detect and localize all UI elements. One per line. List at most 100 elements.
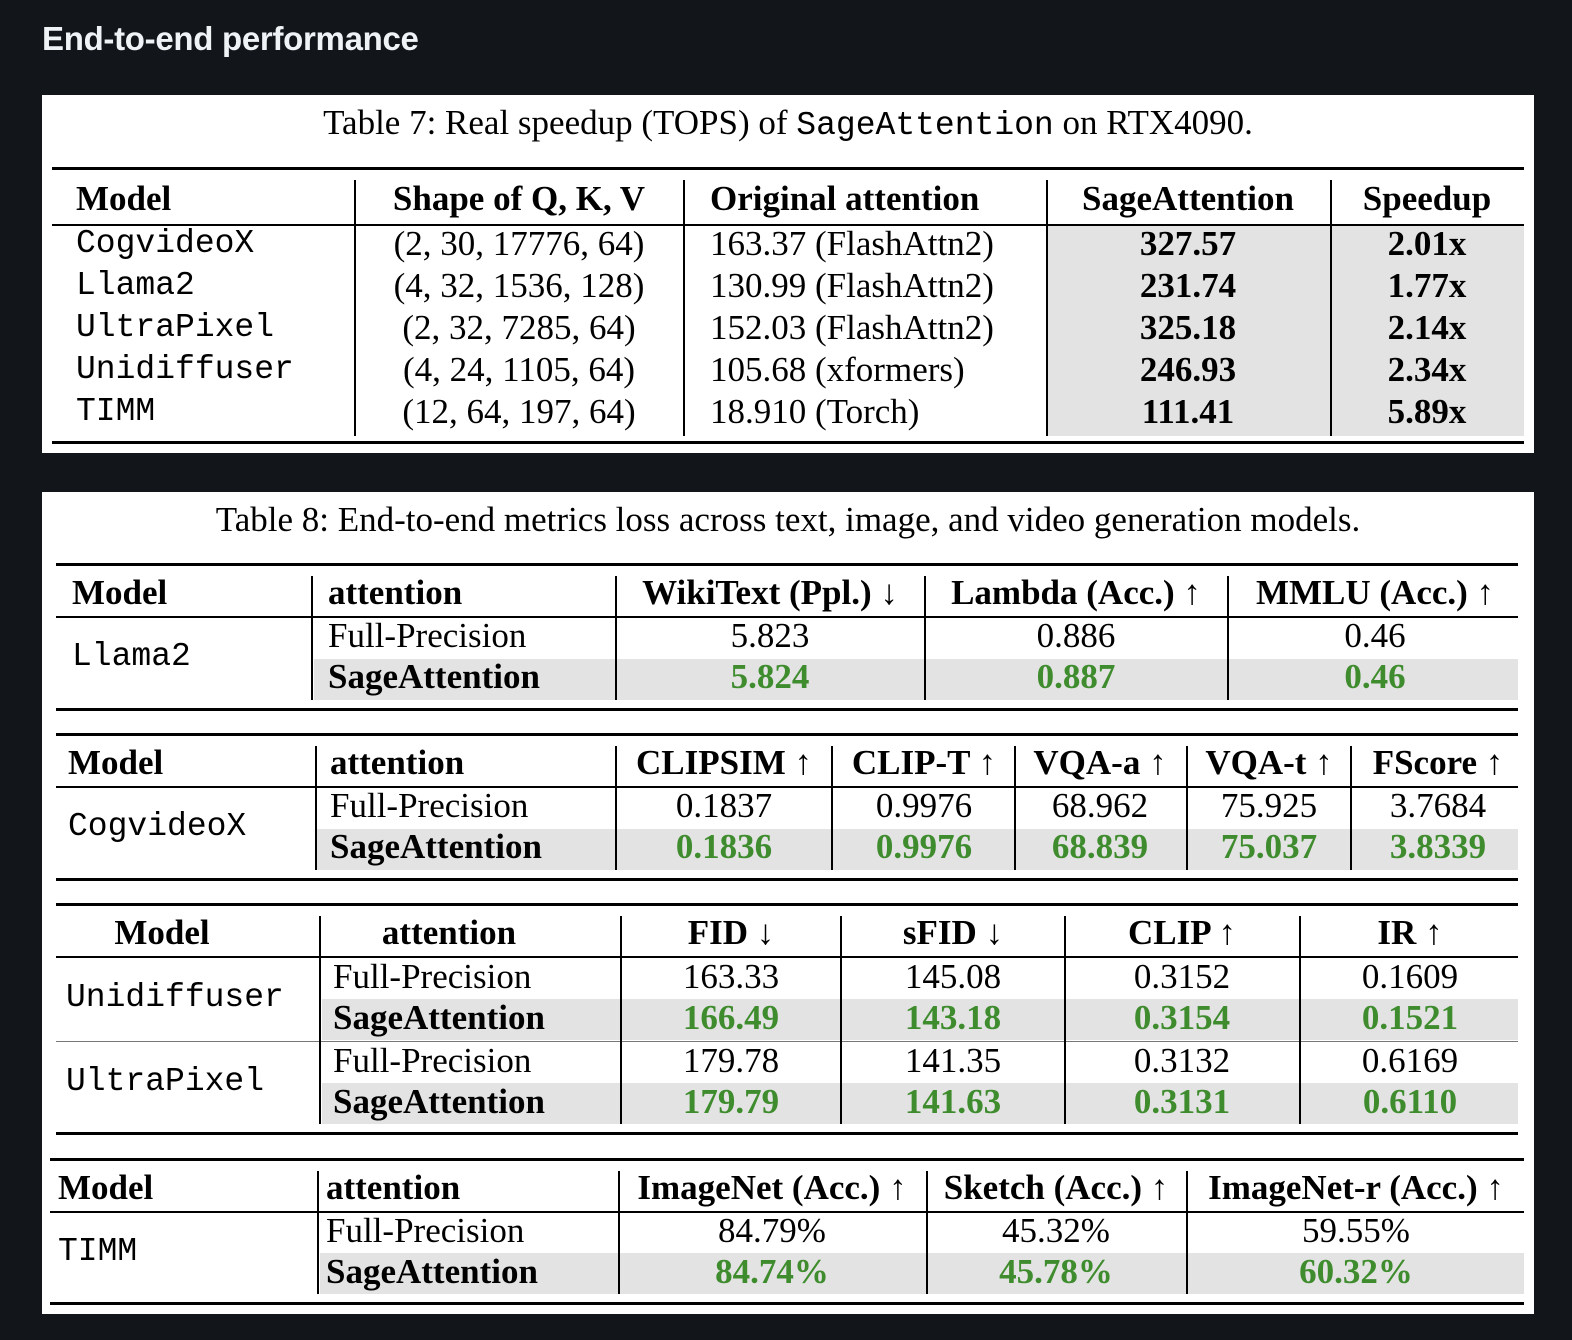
table7-caption: Table 7: Real speedup (TOPS) of SageAtte… — [323, 103, 1253, 144]
col-divider — [840, 916, 842, 1124]
highlight-shade — [322, 999, 1518, 1040]
rule-top — [56, 733, 1518, 736]
full-precision-label: Full-Precision — [330, 786, 529, 825]
rule-bottom — [56, 878, 1518, 881]
col-divider — [1350, 746, 1352, 870]
rule-mid — [56, 616, 1518, 618]
sage-attention-label: SageAttention — [333, 1082, 545, 1121]
timm-full-value: 84.79% — [718, 1211, 826, 1250]
llama-header-cell: WikiText (Ppl.) ↓ — [642, 573, 898, 612]
table7-header-cell: SageAttention — [1082, 179, 1294, 218]
table7-speedup-cell: 5.89x — [1387, 392, 1467, 431]
page-heading: End-to-end performance — [42, 20, 419, 57]
image-sage-value: 0.3131 — [1133, 1082, 1231, 1121]
col-divider — [1330, 180, 1332, 436]
table7-header-cell: Model — [76, 179, 172, 218]
table7-shape-cell: (4, 24, 1105, 64) — [402, 350, 636, 389]
rule-top — [52, 167, 1524, 170]
table7-original-cell: 105.68 (xformers) — [710, 350, 965, 389]
table7-original-cell: 18.910 (Torch) — [710, 392, 920, 431]
cogvideo-full-value: 75.925 — [1220, 786, 1318, 825]
highlight-shade — [317, 829, 1518, 870]
col-divider — [1046, 180, 1048, 436]
image-full-value: 0.1609 — [1361, 957, 1459, 996]
table7-shape-cell: (12, 64, 197, 64) — [402, 392, 636, 431]
table7-speedup-cell: 2.01x — [1387, 224, 1467, 263]
image-header-cell: sFID ↓ — [902, 913, 1004, 952]
table7-sage-cell: 246.93 — [1139, 350, 1237, 389]
highlight-shade — [314, 659, 1518, 700]
rule-mid — [56, 956, 1518, 958]
col-divider — [615, 576, 617, 700]
rule-top — [56, 903, 1518, 906]
rule-bottom — [56, 708, 1518, 711]
cogvideo-header-cell: Model — [68, 743, 164, 782]
llama-header-cell: attention — [328, 573, 463, 612]
cogvideo-sage-value: 0.9976 — [875, 827, 973, 866]
table7-original-cell: 152.03 (FlashAttn2) — [710, 308, 994, 347]
timm-full-value: 59.55% — [1302, 1211, 1410, 1250]
llama-header-cell: Lambda (Acc.) ↑ — [951, 573, 1201, 612]
llama-model-cell: Llama2 — [72, 638, 191, 675]
llama-sage-value: 0.46 — [1344, 657, 1406, 696]
cogvideo-full-value: 0.1837 — [675, 786, 773, 825]
table7-model-cell: CogvideoX — [76, 225, 255, 262]
col-divider — [683, 180, 685, 436]
cogvideo-sage-value: 3.8339 — [1389, 827, 1487, 866]
timm-header-cell: attention — [326, 1168, 461, 1207]
image-model-cell: UltraPixel — [66, 1063, 265, 1100]
col-divider — [1299, 916, 1301, 1124]
cogvideo-full-value: 3.7684 — [1389, 786, 1487, 825]
llama-header-cell: Model — [72, 573, 168, 612]
image-full-value: 0.3152 — [1133, 957, 1231, 996]
table7-model-cell: UltraPixel — [76, 309, 275, 346]
table7-shape-cell: (2, 30, 17776, 64) — [393, 224, 645, 263]
image-sage-value: 0.3154 — [1133, 998, 1231, 1037]
table7-sage-cell: 327.57 — [1139, 224, 1237, 263]
col-divider — [1064, 916, 1066, 1124]
table7-panel: Table 7: Real speedup (TOPS) of SageAtte… — [42, 95, 1534, 453]
rule-mid — [52, 224, 1524, 226]
timm-sage-value: 45.78% — [999, 1252, 1113, 1291]
table7-sage-cell: 231.74 — [1139, 266, 1237, 305]
col-divider — [1014, 746, 1016, 870]
table7-header-cell: Speedup — [1362, 179, 1492, 218]
table7-speedup-cell: 2.34x — [1387, 350, 1467, 389]
llama-sage-value: 5.824 — [730, 657, 810, 696]
image-header-cell: IR ↑ — [1377, 913, 1443, 952]
image-header-cell: attention — [381, 913, 517, 952]
cogvideo-sage-value: 0.1836 — [675, 827, 773, 866]
rule-bottom — [52, 441, 1524, 444]
col-divider — [1186, 1171, 1188, 1294]
rule-bottom — [56, 1132, 1518, 1135]
rule-mid — [56, 786, 1518, 788]
timm-sage-value: 84.74% — [715, 1252, 829, 1291]
table7-header-cell: Shape of Q, K, V — [392, 179, 646, 218]
timm-header-cell: ImageNet-r (Acc.) ↑ — [1208, 1168, 1504, 1207]
sage-attention-label: SageAttention — [328, 657, 540, 696]
table7-sage-cell: 325.18 — [1139, 308, 1237, 347]
table7-original-cell: 163.37 (FlashAttn2) — [710, 224, 994, 263]
rule-top — [50, 1158, 1524, 1161]
table7-header-cell: Original attention — [710, 179, 980, 218]
timm-header-cell: Model — [58, 1168, 154, 1207]
table7-shape-cell: (2, 32, 7285, 64) — [402, 308, 636, 347]
sage-attention-label: SageAttention — [333, 998, 545, 1037]
image-sage-value: 141.63 — [904, 1082, 1002, 1121]
llama-full-value: 0.46 — [1344, 616, 1406, 655]
col-divider — [618, 1171, 620, 1294]
image-sage-value: 0.6110 — [1362, 1082, 1458, 1121]
table7-model-cell: Llama2 — [76, 267, 195, 304]
image-header-cell: CLIP ↑ — [1128, 913, 1236, 952]
col-divider — [317, 1171, 319, 1294]
table7-sage-cell: 111.41 — [1141, 392, 1235, 431]
table8-caption: Table 8: End-to-end metrics loss across … — [215, 500, 1361, 539]
timm-full-value: 45.32% — [1002, 1211, 1110, 1250]
image-header-cell: FID ↓ — [687, 913, 775, 952]
highlight-shade — [320, 1253, 1524, 1294]
col-divider — [620, 916, 622, 1124]
timm-header-cell: Sketch (Acc.) ↑ — [943, 1168, 1169, 1207]
cogvideo-full-value: 68.962 — [1051, 786, 1149, 825]
image-sage-value: 0.1521 — [1361, 998, 1459, 1037]
table7-original-cell: 130.99 (FlashAttn2) — [710, 266, 994, 305]
